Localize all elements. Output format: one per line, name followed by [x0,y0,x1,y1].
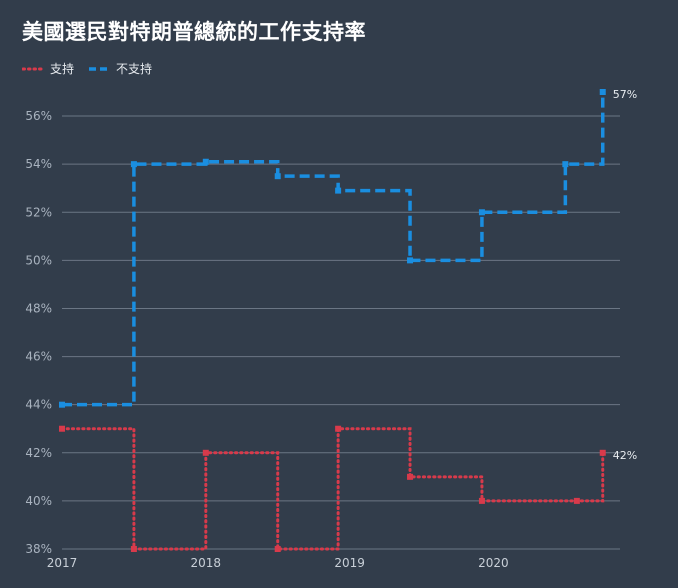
end-label-approve: 42% [613,449,637,462]
data-point-approve-1[interactable] [130,546,137,552]
y-tick-label-0: 38% [25,542,52,556]
data-point-disapprove-3[interactable] [274,173,281,180]
data-point-disapprove-4[interactable] [335,187,342,194]
y-tick-label-6: 50% [25,253,52,267]
data-point-approve-4[interactable] [335,425,342,432]
legend-item-disapprove[interactable]: 不支持 [88,60,152,77]
data-point-approve-3[interactable] [274,546,281,552]
data-point-approve-7[interactable] [573,497,580,504]
x-tick-label-1: 2018 [191,556,222,570]
y-tick-label-1: 40% [25,494,52,508]
y-tick-label-3: 44% [25,398,52,412]
data-point-approve-8[interactable] [599,449,606,456]
data-point-approve-0[interactable] [59,425,65,432]
chart-title: 美國選民對特朗普總統的工作支持率 [22,20,366,44]
y-tick-label-4: 46% [25,350,52,364]
legend-item-approve[interactable]: 支持 [22,60,74,77]
data-point-disapprove-0[interactable] [59,401,65,408]
data-point-approve-2[interactable] [202,449,209,456]
series-line-approve [60,427,605,551]
y-tick-label-2: 42% [25,446,52,460]
data-point-approve-5[interactable] [407,473,414,480]
x-tick-label-0: 2017 [47,556,78,570]
series-layer [59,89,606,552]
data-point-disapprove-2[interactable] [202,158,209,165]
data-point-approve-6[interactable] [478,497,485,504]
y-tick-label-5: 48% [25,301,52,315]
end-label-disapprove: 57% [613,88,637,101]
data-point-disapprove-5[interactable] [407,257,414,264]
data-point-disapprove-6[interactable] [478,209,485,216]
legend: 支持 不支持 [22,60,152,77]
legend-label-disapprove: 不支持 [116,62,153,76]
y-axis-ticks: 38% 40% 42% 44% 46% 48% 50% 52% 54% 56% [25,109,52,556]
legend-label-approve: 支持 [50,62,75,76]
x-axis-ticks: 2017 2018 2019 2020 [47,556,509,570]
data-point-disapprove-1[interactable] [130,161,137,168]
y-tick-label-8: 54% [25,157,52,171]
x-tick-label-2: 2019 [334,556,365,570]
data-point-disapprove-7[interactable] [562,161,569,168]
x-tick-label-3: 2020 [478,556,509,570]
data-point-disapprove-8[interactable] [599,89,606,95]
y-tick-label-7: 52% [25,205,52,219]
legend-swatch-disapprove [89,66,110,71]
y-tick-label-9: 56% [25,109,52,123]
end-labels: 42% 57% [613,88,637,462]
legend-swatch-approve [22,67,44,70]
series-line-disapprove [62,92,605,407]
grid [62,115,620,550]
